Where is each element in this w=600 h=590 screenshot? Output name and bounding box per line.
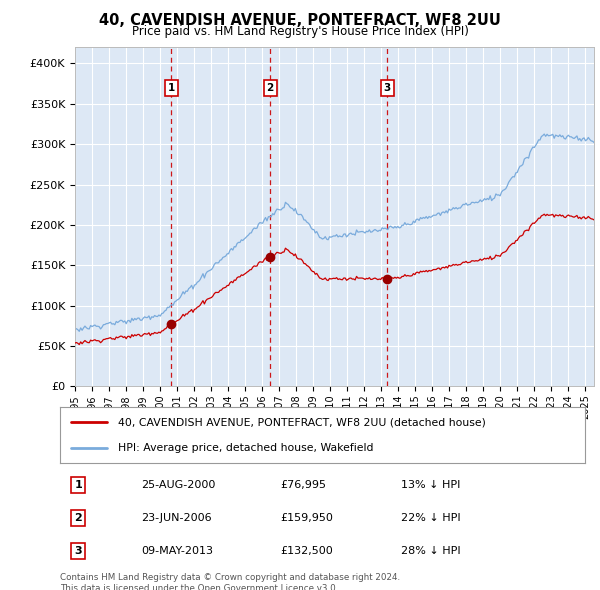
Text: £76,995: £76,995 bbox=[281, 480, 326, 490]
Text: 2: 2 bbox=[74, 513, 82, 523]
Text: 3: 3 bbox=[74, 546, 82, 556]
Text: Contains HM Land Registry data © Crown copyright and database right 2024.
This d: Contains HM Land Registry data © Crown c… bbox=[60, 573, 400, 590]
Text: Price paid vs. HM Land Registry's House Price Index (HPI): Price paid vs. HM Land Registry's House … bbox=[131, 25, 469, 38]
Text: £132,500: £132,500 bbox=[281, 546, 333, 556]
Text: 25-AUG-2000: 25-AUG-2000 bbox=[142, 480, 216, 490]
Text: 40, CAVENDISH AVENUE, PONTEFRACT, WF8 2UU (detached house): 40, CAVENDISH AVENUE, PONTEFRACT, WF8 2U… bbox=[118, 417, 485, 427]
Text: 2: 2 bbox=[266, 83, 274, 93]
Text: 28% ↓ HPI: 28% ↓ HPI bbox=[401, 546, 461, 556]
Text: 1: 1 bbox=[74, 480, 82, 490]
Text: 09-MAY-2013: 09-MAY-2013 bbox=[142, 546, 214, 556]
Text: HPI: Average price, detached house, Wakefield: HPI: Average price, detached house, Wake… bbox=[118, 443, 373, 453]
Text: 23-JUN-2006: 23-JUN-2006 bbox=[142, 513, 212, 523]
Text: 40, CAVENDISH AVENUE, PONTEFRACT, WF8 2UU: 40, CAVENDISH AVENUE, PONTEFRACT, WF8 2U… bbox=[99, 13, 501, 28]
Text: 3: 3 bbox=[384, 83, 391, 93]
Text: 13% ↓ HPI: 13% ↓ HPI bbox=[401, 480, 461, 490]
Text: 22% ↓ HPI: 22% ↓ HPI bbox=[401, 513, 461, 523]
Text: £159,950: £159,950 bbox=[281, 513, 334, 523]
Text: 1: 1 bbox=[167, 83, 175, 93]
